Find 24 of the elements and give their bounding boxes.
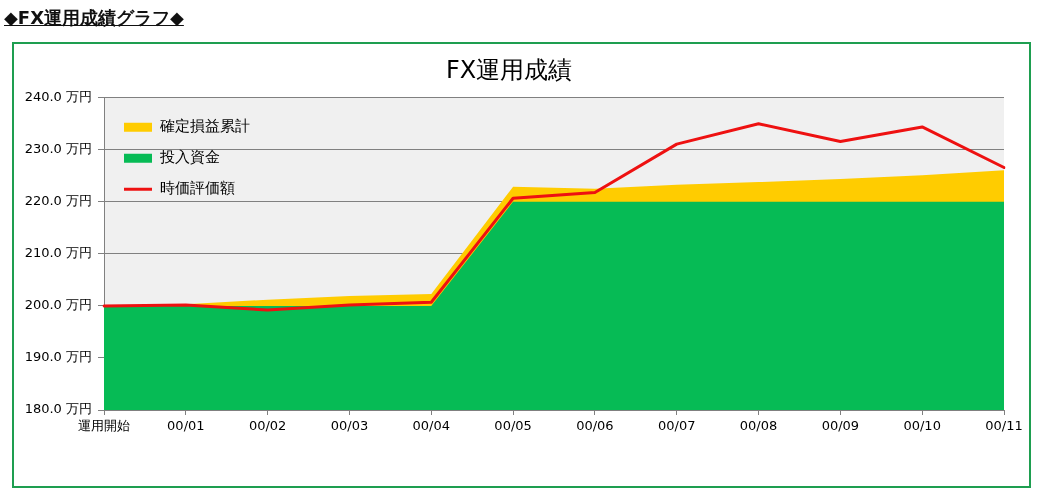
- x-tick-label: 運用開始: [78, 418, 130, 434]
- y-tick-label: 210.0 万円: [24, 245, 92, 261]
- y-tick-label: 220.0 万円: [24, 193, 92, 209]
- y-tick-label: 200.0 万円: [24, 297, 92, 313]
- x-tick-label: 00/03: [330, 418, 369, 434]
- y-tick-label: 240.0 万円: [24, 89, 92, 105]
- x-tick-label: 00/05: [494, 418, 532, 434]
- legend-label: 時価評価額: [159, 179, 235, 198]
- legend-label: 確定損益累計: [158, 117, 250, 136]
- x-tick-label: 00/01: [167, 418, 205, 434]
- chart-title: FX運用成績: [445, 55, 573, 84]
- chart-subtitle: ◆FX運用成績グラフ◆: [4, 6, 184, 30]
- x-tick-label: 00/02: [248, 418, 287, 434]
- x-tick-label: 00/11: [985, 418, 1023, 434]
- x-tick-label: 00/06: [576, 418, 614, 434]
- x-tick-label: 00/08: [739, 418, 778, 434]
- legend-label: 投入資金: [158, 148, 220, 167]
- y-tick-label: 230.0 万円: [24, 141, 92, 157]
- x-tick-label: 00/09: [821, 418, 860, 434]
- y-tick-label: 190.0 万円: [24, 349, 92, 365]
- x-tick-label: 00/04: [412, 418, 451, 434]
- x-tick-label: 00/07: [657, 418, 696, 434]
- x-tick-label: 00/10: [903, 418, 941, 434]
- y-tick-label: 180.0 万円: [24, 401, 92, 417]
